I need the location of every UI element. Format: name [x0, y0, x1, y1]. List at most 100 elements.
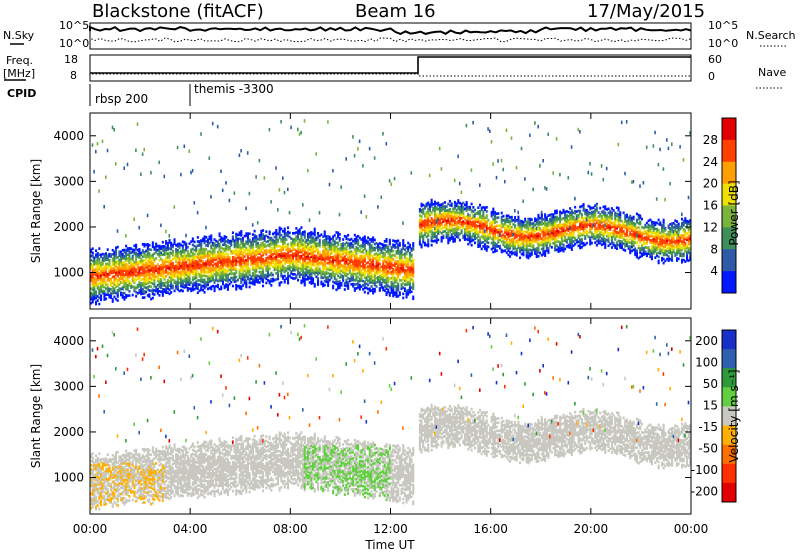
power-cell [253, 252, 256, 256]
power-cell [246, 271, 249, 274]
power-cell [136, 253, 139, 256]
power-cell [275, 239, 278, 242]
power-cell [228, 282, 231, 286]
power-cell [256, 242, 259, 245]
freq-unit-label: [MHz] [3, 67, 35, 80]
power-cell [131, 258, 134, 262]
power-cell [310, 280, 313, 283]
power-cell [353, 279, 356, 282]
power-cell [502, 223, 505, 226]
power-cell [145, 280, 148, 284]
power-cell [529, 217, 532, 221]
power-cell [392, 274, 395, 277]
power-cell [383, 279, 386, 282]
power-cell [298, 261, 301, 264]
power-cell [467, 238, 470, 242]
power-cell [265, 259, 268, 262]
power-cell [544, 221, 547, 225]
power-cell [507, 243, 510, 246]
power-cell [263, 259, 266, 263]
power-cell [368, 281, 371, 284]
power-cell [210, 236, 213, 240]
power-cell [477, 235, 480, 238]
power-cell [338, 255, 341, 259]
power-cell [250, 277, 253, 281]
power-cell [250, 259, 253, 262]
nsky-trace [89, 25, 692, 35]
nsearch-trace [89, 37, 692, 43]
power-cell [562, 247, 565, 251]
power-cell [235, 286, 238, 289]
power-cell [100, 280, 103, 283]
power-cell [278, 259, 281, 262]
power-cell [318, 255, 321, 258]
power-cell [537, 218, 540, 221]
power-point [103, 205, 105, 209]
power-cell [423, 233, 426, 237]
power-cell [185, 256, 188, 260]
power-cell [126, 269, 129, 273]
power-cell [248, 246, 251, 250]
power-cell [258, 277, 261, 280]
power-cell [514, 244, 517, 248]
power-cell [96, 264, 99, 267]
power-cell [251, 255, 254, 259]
power-cell [425, 213, 428, 216]
power-cell [223, 268, 226, 271]
power-cell [245, 248, 248, 252]
power-cell [125, 296, 128, 299]
power-cell [402, 261, 405, 265]
power-cell [330, 248, 333, 251]
power-cell [166, 252, 169, 255]
power-cell [113, 287, 116, 291]
power-cell [226, 245, 229, 248]
power-cell [200, 263, 203, 267]
power-cell [238, 262, 241, 265]
power-cell [489, 235, 492, 239]
power-cell [151, 290, 154, 294]
power-cell [500, 211, 503, 215]
power-cell [405, 289, 408, 293]
power-cell [430, 229, 433, 233]
power-cell [126, 286, 129, 289]
power-cell [353, 256, 356, 260]
power-cell [474, 235, 477, 239]
power-cell [367, 257, 370, 260]
power-cell [380, 249, 383, 252]
power-cell [383, 256, 386, 260]
power-cell [398, 264, 401, 268]
power-cell [403, 273, 406, 276]
power-cell [295, 259, 298, 263]
power-cell [310, 245, 313, 248]
power-cell [437, 201, 440, 205]
power-cell [190, 289, 193, 293]
power-cell [390, 266, 393, 270]
power-cell [462, 226, 465, 230]
power-cell [200, 278, 203, 281]
power-cell [352, 245, 355, 249]
power-cell [170, 286, 173, 290]
power-cell [345, 280, 348, 284]
power-cell [375, 254, 378, 258]
power-cell [362, 257, 365, 260]
power-cell [96, 266, 99, 270]
power-cell [148, 276, 151, 280]
power-cell [313, 233, 316, 237]
power-cell [400, 262, 403, 266]
power-cell [332, 239, 335, 243]
power-cell [480, 223, 483, 226]
power-cell [161, 271, 164, 275]
power-cell [153, 248, 156, 251]
power-cell [554, 242, 557, 246]
power-cell [458, 208, 461, 211]
power-cell [482, 206, 485, 209]
power-cell [515, 235, 518, 239]
power-cell [544, 215, 547, 218]
power-cell [322, 272, 325, 275]
power-cell [183, 263, 186, 267]
power-cell [293, 252, 296, 256]
power-cell [330, 252, 333, 255]
power-cell [515, 249, 518, 253]
power-cell [226, 288, 229, 291]
power-cell [352, 243, 355, 247]
